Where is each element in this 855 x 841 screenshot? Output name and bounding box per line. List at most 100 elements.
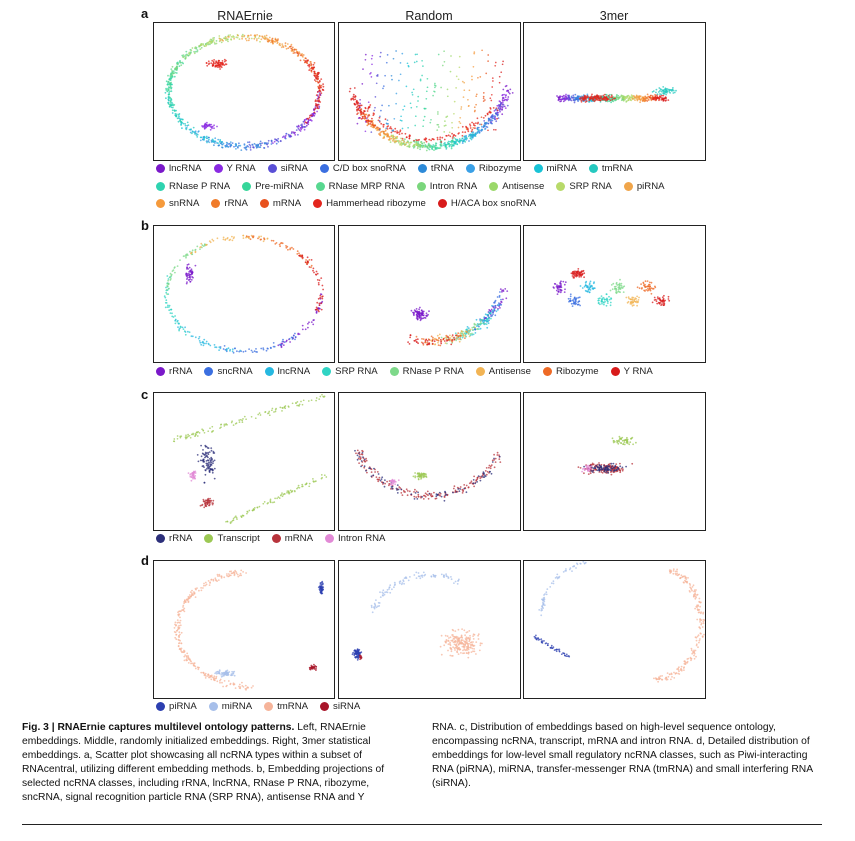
plot-b-random xyxy=(338,225,521,363)
scatter-d-3mer xyxy=(533,561,705,683)
legend-item: Intron RNA xyxy=(325,533,385,544)
legend-swatch-icon xyxy=(556,182,566,191)
legend-label: rRNA xyxy=(169,366,193,377)
footer-rule xyxy=(22,824,822,825)
plot-d-rnaernie xyxy=(153,560,335,699)
legend-label: snRNA xyxy=(169,198,200,209)
legend-swatch-icon xyxy=(204,367,214,376)
legend-item: tmRNA xyxy=(264,701,308,712)
legend-swatch-icon xyxy=(208,702,218,711)
legend-label: rRNA xyxy=(224,198,248,209)
legend-item: Transcript xyxy=(204,533,260,544)
legend-swatch-icon xyxy=(610,367,620,376)
legend-item: lncRNA xyxy=(156,163,202,174)
legend-swatch-icon xyxy=(489,182,499,191)
legend-swatch-icon xyxy=(320,702,330,711)
legend-item: SRP RNA xyxy=(556,181,612,192)
column-title-rnaernie: RNAErnie xyxy=(217,9,273,23)
legend-label: siRNA xyxy=(280,163,308,174)
legend-swatch-icon xyxy=(325,534,334,543)
legend-label: Y RNA xyxy=(623,366,653,377)
legend-item: Intron RNA xyxy=(416,181,478,192)
legend-label: tRNA xyxy=(430,163,454,174)
legend-label: mRNA xyxy=(284,533,313,544)
legend-label: RNase P RNA xyxy=(169,181,231,192)
legend-swatch-icon xyxy=(156,702,165,711)
legend-label: Hammerhead ribozyme xyxy=(326,198,426,209)
legend-item: Antisense xyxy=(475,366,531,377)
legend-a-row-2: RNase P RNA Pre-miRNA RNase MRP RNA Intron … xyxy=(156,181,677,192)
legend-label: sncRNA xyxy=(217,366,253,377)
legend-swatch-icon xyxy=(259,199,269,208)
legend-swatch-icon xyxy=(416,182,426,191)
legend-item: SRP RNA xyxy=(322,366,378,377)
legend-swatch-icon xyxy=(417,164,427,173)
legend-swatch-icon xyxy=(465,164,475,173)
legend-swatch-icon xyxy=(475,367,485,376)
legend-item: rRNA xyxy=(156,533,192,544)
legend-swatch-icon xyxy=(588,164,598,173)
legend-label: lncRNA xyxy=(277,366,311,377)
caption-left-text: Left, RNAErnie embeddings. Middle, rando… xyxy=(22,722,385,803)
plot-b-rnaernie xyxy=(153,225,335,363)
legend-item: RNase P RNA xyxy=(389,366,464,377)
legend-item: tRNA xyxy=(417,163,454,174)
legend-swatch-icon xyxy=(542,367,552,376)
legend-label: Transcript xyxy=(217,533,260,544)
legend-a-row-1: lncRNA Y RNA siRNA C/D box snoRNA tRNA Ribozy… xyxy=(156,163,645,174)
legend-swatch-icon xyxy=(156,182,165,191)
legend-swatch-icon xyxy=(156,164,165,173)
legend-item: mRNA xyxy=(259,198,301,209)
legend-item: RNase P RNA xyxy=(156,181,230,192)
scatter-d-rnaernie xyxy=(173,569,325,691)
legend-item: H/ACA box snoRNA xyxy=(437,198,537,209)
legend-item: sncRNA xyxy=(204,366,253,377)
legend-label: siRNA xyxy=(333,701,361,712)
legend-label: Antisense xyxy=(488,366,531,377)
panel-letter-c: c xyxy=(141,387,149,402)
legend-item: Pre-miRNA xyxy=(242,181,304,192)
panel-letter-d: d xyxy=(141,553,149,568)
legend-swatch-icon xyxy=(213,164,223,173)
column-title-random: Random xyxy=(405,9,453,23)
legend-label: Intron RNA xyxy=(429,181,478,192)
legend-item: rRNA xyxy=(211,198,248,209)
caption-figure-label: Fig. 3 | RNAErnie captures multilevel on… xyxy=(22,722,295,733)
legend-label: C/D box snoRNA xyxy=(332,163,406,174)
legend-b-row-1: rRNA sncRNA lncRNA SRP RNA RNase P RNA Antise… xyxy=(156,366,665,377)
legend-item: lncRNA xyxy=(264,366,311,377)
legend-item: miRNA xyxy=(208,701,252,712)
legend-label: Y RNA xyxy=(226,163,256,174)
legend-label: Ribozyme xyxy=(555,366,599,377)
column-title-3mer: 3mer xyxy=(599,9,629,23)
plot-a-3mer xyxy=(523,22,706,161)
legend-swatch-icon xyxy=(242,182,252,191)
legend-item: siRNA xyxy=(267,163,308,174)
scatter-a-rnaernie xyxy=(164,33,325,151)
plot-c-rnaernie xyxy=(153,392,335,531)
scatter-c-3mer xyxy=(577,435,637,476)
legend-label: tmRNA xyxy=(277,701,309,712)
legend-swatch-icon xyxy=(204,534,214,543)
legend-label: SRP RNA xyxy=(335,366,378,377)
legend-swatch-icon xyxy=(533,164,543,173)
legend-label: Ribozyme xyxy=(478,163,522,174)
legend-swatch-icon xyxy=(264,702,274,711)
legend-item: siRNA xyxy=(320,701,360,712)
legend-swatch-icon xyxy=(156,534,165,543)
legend-swatch-icon xyxy=(156,367,165,376)
panel-letter-b: b xyxy=(141,218,149,233)
scatter-b-random xyxy=(407,288,509,347)
legend-item: miRNA xyxy=(533,163,577,174)
legend-d-row-1: piRNA miRNA tmRNA siRNA xyxy=(156,701,372,712)
legend-item: snRNA xyxy=(156,198,199,209)
legend-item: Y RNA xyxy=(610,366,653,377)
legend-label: SRP RNA xyxy=(569,181,612,192)
legend-label: Antisense xyxy=(502,181,545,192)
legend-item: Ribozyme xyxy=(465,163,522,174)
legend-swatch-icon xyxy=(211,199,221,208)
scatter-a-3mer xyxy=(556,86,677,104)
legend-swatch-icon xyxy=(319,164,329,173)
legend-label: miRNA xyxy=(546,163,577,174)
legend-label: H/ACA box snoRNA xyxy=(450,198,537,209)
